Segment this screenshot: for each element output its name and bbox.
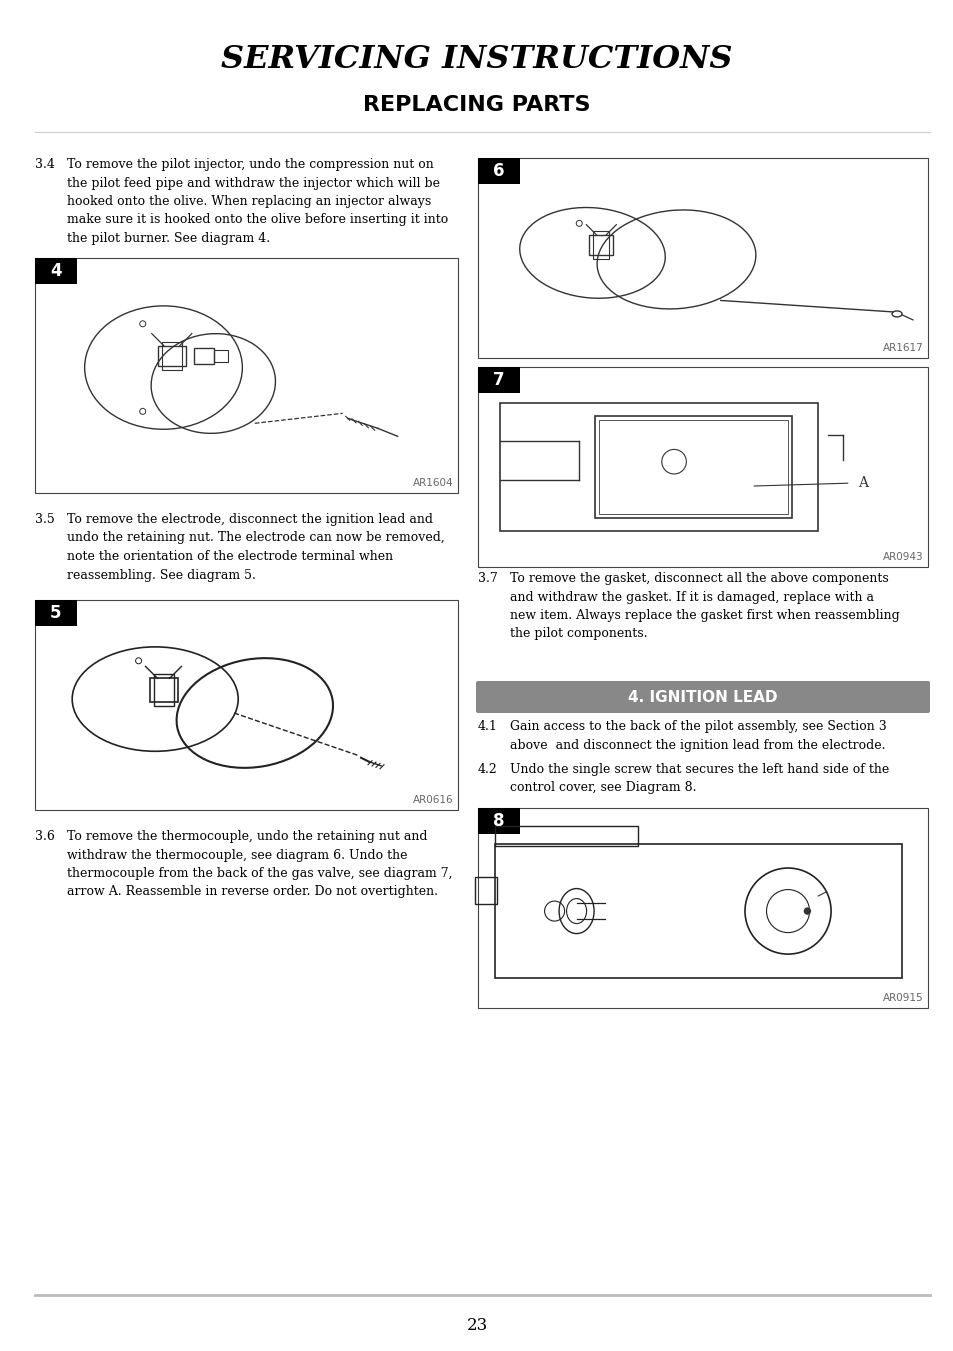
Text: AR0915: AR0915 [882, 993, 923, 1002]
Text: 4.2: 4.2 [477, 763, 497, 775]
Bar [477, 367, 519, 393]
Bar [153, 674, 173, 707]
Bar [475, 877, 497, 904]
Text: 3.6: 3.6 [35, 830, 55, 843]
Text: AR1617: AR1617 [882, 343, 923, 353]
Text: Undo the single screw that secures the left hand side of the
control cover, see : Undo the single screw that secures the l… [510, 763, 888, 794]
FancyBboxPatch shape [476, 681, 929, 713]
Text: Gain access to the back of the pilot assembly, see Section 3
above  and disconne: Gain access to the back of the pilot ass… [510, 720, 886, 751]
Bar [477, 158, 927, 358]
Bar [477, 367, 927, 567]
Text: 7: 7 [493, 372, 504, 389]
Bar [35, 258, 457, 493]
Bar [35, 258, 77, 284]
Bar [595, 416, 792, 517]
Text: To remove the pilot injector, undo the compression nut on
the pilot feed pipe an: To remove the pilot injector, undo the c… [67, 158, 448, 245]
Bar [593, 231, 609, 258]
Text: SERVICING INSTRUCTIONS: SERVICING INSTRUCTIONS [221, 45, 732, 76]
Text: 3.7: 3.7 [477, 571, 497, 585]
Bar [35, 600, 457, 811]
Text: AR1604: AR1604 [413, 478, 454, 488]
Text: 4. IGNITION LEAD: 4. IGNITION LEAD [628, 689, 777, 704]
Bar [589, 235, 613, 255]
Text: 4.1: 4.1 [477, 720, 497, 734]
Text: AR0943: AR0943 [882, 553, 923, 562]
Bar [193, 347, 213, 363]
Bar [150, 678, 177, 703]
Bar [477, 808, 927, 1008]
Bar [157, 346, 186, 366]
Text: 3.5: 3.5 [35, 513, 54, 526]
Bar [162, 342, 182, 370]
Text: A: A [857, 476, 867, 490]
Text: 4: 4 [51, 262, 62, 280]
Text: 23: 23 [466, 1316, 487, 1333]
Bar [598, 420, 787, 513]
Bar [213, 350, 228, 362]
Circle shape [803, 908, 809, 915]
Bar [495, 825, 637, 846]
Text: 8: 8 [493, 812, 504, 830]
Text: AR0616: AR0616 [413, 794, 454, 805]
Text: 3.4: 3.4 [35, 158, 55, 172]
Text: To remove the electrode, disconnect the ignition lead and
undo the retaining nut: To remove the electrode, disconnect the … [67, 513, 444, 581]
Text: 5: 5 [51, 604, 62, 621]
Bar [477, 808, 519, 834]
Bar [477, 158, 519, 184]
Bar [499, 403, 817, 531]
Bar [35, 600, 77, 626]
Text: To remove the thermocouple, undo the retaining nut and
withdraw the thermocouple: To remove the thermocouple, undo the ret… [67, 830, 452, 898]
Text: 6: 6 [493, 162, 504, 180]
Text: REPLACING PARTS: REPLACING PARTS [363, 95, 590, 115]
Text: To remove the gasket, disconnect all the above components
and withdraw the gaske: To remove the gasket, disconnect all the… [510, 571, 899, 640]
Bar [495, 844, 901, 978]
